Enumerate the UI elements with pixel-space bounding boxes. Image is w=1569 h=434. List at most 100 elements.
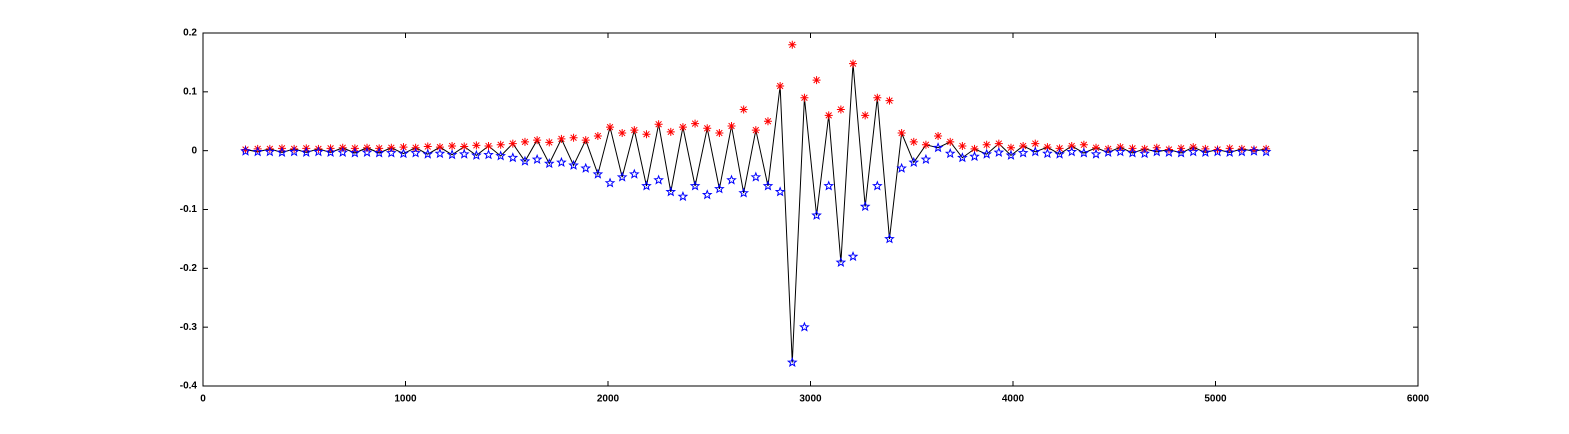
pentagram-marker [300, 146, 312, 157]
pentagram-marker [714, 183, 725, 194]
pentagram-marker [1224, 146, 1235, 157]
asterisk-marker [472, 141, 481, 150]
x-tick-label: 3000 [799, 394, 822, 405]
asterisk-marker [460, 142, 469, 151]
pentagram-marker [689, 180, 701, 191]
y-tick-label: 0.1 [183, 86, 197, 97]
pentagram-marker [446, 149, 458, 160]
pentagram-marker [495, 150, 506, 161]
pentagram-marker [774, 186, 786, 197]
pentagram-marker [835, 256, 847, 267]
asterisk-marker [776, 81, 785, 90]
asterisk-marker [897, 129, 906, 138]
pentagram-marker [288, 146, 300, 157]
pentagram-marker [884, 233, 895, 244]
asterisk-marker [630, 126, 639, 135]
pentagram-marker [665, 186, 677, 197]
pentagram-marker [957, 152, 968, 163]
pentagram-marker [1090, 148, 1102, 159]
asterisk-marker [1031, 139, 1040, 148]
pentagram-marker [1005, 149, 1017, 160]
pentagram-marker [1163, 146, 1175, 157]
asterisk-marker [1067, 141, 1076, 150]
pentagram-marker [325, 146, 336, 157]
pentagram-marker [264, 146, 276, 157]
pentagram-marker [738, 187, 749, 198]
asterisk-marker [1043, 143, 1052, 152]
x-tick-label: 2000 [597, 394, 620, 405]
pentagram-marker [750, 171, 762, 182]
asterisk-marker [873, 93, 882, 102]
x-tick-label: 0 [200, 394, 206, 405]
pentagram-marker [872, 180, 883, 191]
asterisk-marker [958, 141, 967, 150]
asterisk-marker [654, 120, 663, 129]
asterisk-marker [788, 40, 797, 49]
pentagram-marker [811, 209, 822, 220]
pentagram-marker [1187, 146, 1199, 157]
pentagram-marker [944, 148, 956, 159]
pentagram-marker [799, 321, 810, 332]
pentagram-marker [1029, 146, 1041, 157]
pentagram-marker [252, 146, 263, 157]
pentagram-marker [1139, 148, 1150, 159]
pentagram-marker [458, 148, 470, 159]
pentagram-marker [1248, 145, 1260, 156]
asterisk-marker [399, 143, 408, 152]
x-tick-label: 1000 [394, 394, 417, 405]
pentagram-marker [1127, 147, 1138, 158]
signal-line [245, 63, 1267, 363]
asterisk-marker [1213, 145, 1222, 154]
asterisk-marker [691, 119, 700, 128]
asterisk-marker [824, 111, 833, 120]
asterisk-marker [545, 138, 554, 147]
pentagram-marker [726, 174, 737, 185]
pentagram-marker [1054, 148, 1065, 159]
pentagram-marker [434, 148, 446, 159]
pentagram-marker [580, 162, 592, 173]
y-tick-label: -0.1 [180, 204, 198, 215]
asterisk-marker [448, 141, 457, 150]
asterisk-marker [994, 139, 1003, 148]
asterisk-marker [703, 124, 712, 133]
pentagram-marker [604, 177, 616, 188]
asterisk-marker [909, 137, 918, 146]
pentagram-marker [240, 145, 251, 156]
pentagram-marker [556, 156, 567, 167]
asterisk-marker [618, 129, 627, 138]
asterisk-marker [1249, 145, 1258, 154]
asterisk-marker [569, 133, 578, 142]
pentagram-marker [471, 149, 482, 160]
axes-box [202, 32, 1419, 387]
pentagram-marker [641, 180, 652, 191]
pentagram-marker [592, 168, 604, 179]
y-tick-label: -0.4 [180, 381, 198, 392]
asterisk-marker [861, 111, 870, 120]
pentagram-marker [543, 158, 555, 169]
x-tick-label: 6000 [1407, 394, 1430, 405]
asterisk-marker [715, 129, 724, 138]
pentagram-marker [1042, 148, 1053, 159]
asterisk-marker [484, 141, 493, 150]
pentagram-marker [823, 180, 835, 191]
pentagram-marker [908, 156, 920, 167]
asterisk-marker [812, 76, 821, 85]
pentagram-marker [568, 159, 579, 170]
pentagram-marker [969, 150, 980, 162]
pentagram-marker [276, 146, 288, 157]
pentagram-marker [859, 200, 871, 212]
asterisk-marker [533, 136, 542, 145]
pentagram-marker [786, 356, 798, 367]
pentagram-marker [677, 190, 689, 202]
pentagram-marker [932, 142, 944, 153]
y-tick-label: -0.3 [180, 322, 198, 333]
pentagram-marker [701, 189, 713, 200]
pentagram-marker [410, 147, 421, 158]
asterisk-marker [934, 131, 943, 140]
asterisk-marker [849, 59, 858, 68]
asterisk-marker [727, 121, 736, 130]
pentagram-marker [1066, 146, 1078, 157]
pentagram-marker [616, 171, 628, 182]
